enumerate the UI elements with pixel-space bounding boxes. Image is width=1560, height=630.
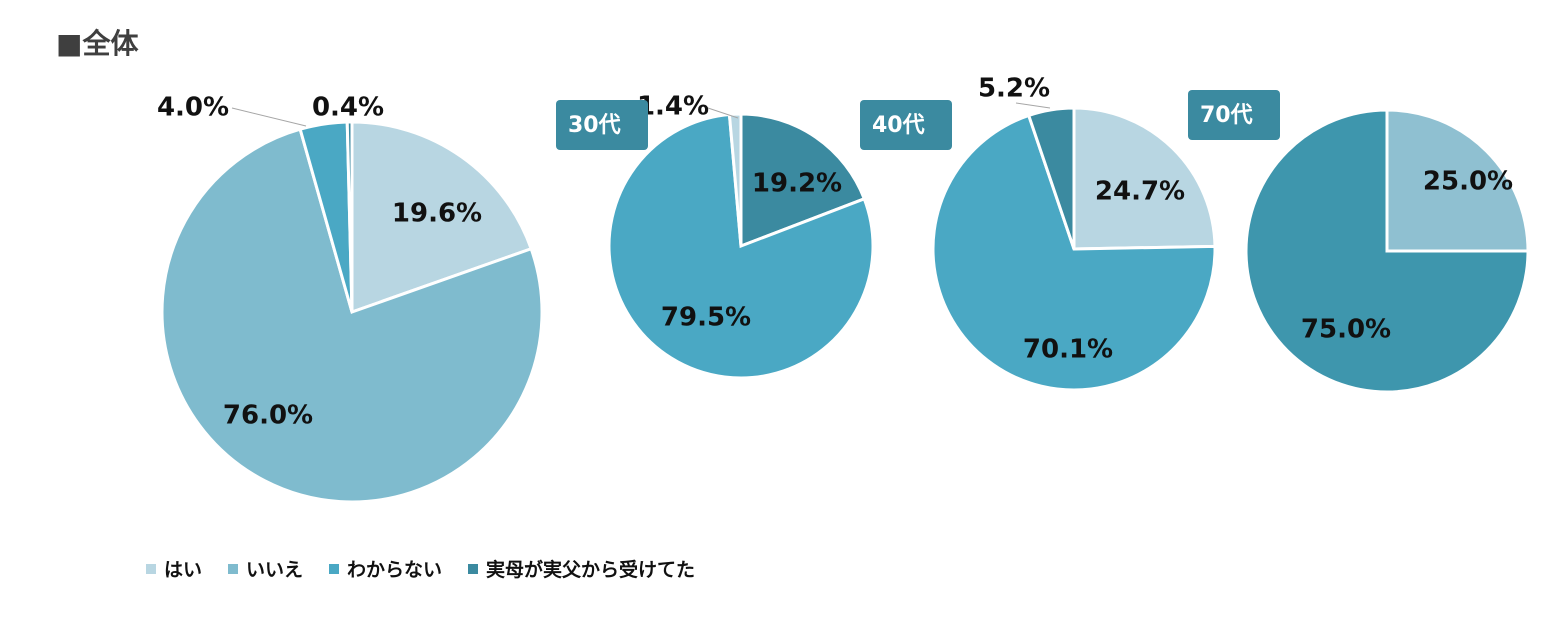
pie-slice (931, 113, 1217, 392)
age-badge: 70代 (1188, 90, 1280, 140)
pie-chart-2: 24.7% 70.1% 5.2% 40代 (860, 74, 1217, 392)
age-badge: 40代 (860, 100, 952, 150)
pie-slice (739, 112, 867, 249)
data-label: 79.5% (661, 303, 751, 333)
pie-slice (1072, 106, 1217, 251)
legend-item: わからない (329, 555, 442, 582)
legend-swatch (468, 563, 479, 574)
age-badge-label: 70代 (1200, 103, 1253, 128)
age-badge-label: 30代 (568, 113, 621, 138)
data-label: 76.0% (223, 401, 313, 431)
data-label: 75.0% (1301, 315, 1391, 345)
pie-slice (607, 112, 875, 380)
page-title: ■全体 (56, 27, 139, 60)
pie-chart-0: 19.6% 76.0% 4.0% 0.4% (157, 93, 544, 504)
legend: はい いいえ わからない 実母が実父から受けてた (146, 555, 695, 582)
age-badge-bg (1188, 90, 1280, 140)
pie-slice (727, 112, 743, 247)
leader-line (231, 107, 307, 127)
data-label: 25.0% (1423, 167, 1513, 197)
legend-item: 実母が実父から受けてた (468, 555, 695, 582)
data-label: 19.6% (392, 199, 482, 229)
legend-swatch (146, 563, 156, 574)
pie-slice (160, 127, 544, 504)
legend-swatch (329, 563, 340, 574)
data-label: 19.2% (752, 169, 842, 199)
pie-charts: 19.6% 76.0% 4.0% 0.4% 19.2% 79.5% 1.4% 30代 24.7%… (157, 74, 1530, 504)
age-badge: 30代 (556, 100, 648, 150)
age-badge-label: 40代 (872, 113, 925, 138)
legend-label: はい (164, 559, 203, 581)
pie-slice (1244, 108, 1530, 394)
data-label: 70.1% (1023, 335, 1113, 365)
pie-chart-3: 25.0% 75.0% 70代 (1188, 90, 1530, 394)
data-label: 4.0% (157, 93, 229, 123)
age-badge-bg (556, 100, 648, 150)
pie-slice (1026, 106, 1076, 250)
data-label: 5.2% (978, 74, 1050, 104)
pie-slice (1385, 108, 1530, 253)
legend-label: いいえ (246, 559, 304, 581)
legend-item: はい (146, 555, 202, 582)
data-label: 0.4% (312, 93, 384, 123)
legend-item: いいえ (228, 555, 303, 582)
leader-line (1015, 102, 1051, 109)
leader-line (707, 107, 739, 119)
legend-label: 実母が実父から受けてた (486, 559, 696, 581)
pie-slice (345, 120, 354, 313)
legend-label: わからない (347, 559, 443, 581)
age-badge-bg (860, 100, 952, 150)
data-label: 1.4% (637, 92, 709, 122)
legend-swatch (228, 563, 239, 574)
pie-chart-1: 19.2% 79.5% 1.4% 30代 (556, 92, 875, 380)
data-label: 24.7% (1095, 177, 1185, 207)
